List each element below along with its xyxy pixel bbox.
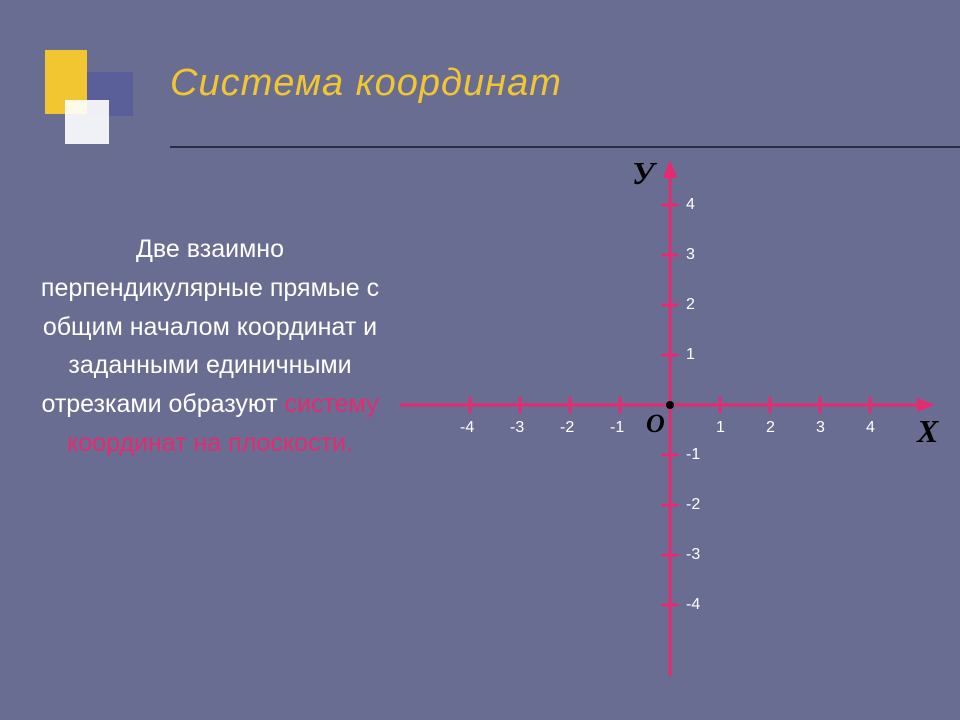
x-tick-label: 3	[816, 419, 825, 437]
title-underline	[170, 146, 960, 148]
y-tick-label: 2	[686, 296, 695, 314]
y-tick-label: -3	[686, 546, 700, 564]
x-axis-label: Х	[917, 413, 938, 450]
y-tick-label: -2	[686, 496, 700, 514]
x-tick-label: -2	[560, 419, 574, 437]
x-tick-label: -3	[510, 419, 524, 437]
page-title: Система координат	[170, 62, 562, 105]
y-tick-label: -1	[686, 446, 700, 464]
y-tick-label: 3	[686, 246, 695, 264]
x-tick-label: 4	[866, 419, 875, 437]
y-tick-label: 4	[686, 196, 695, 214]
coordinate-system-chart: У Х О -4-3-2-112344321-1-2-3-4	[400, 160, 950, 690]
decor-square	[65, 100, 109, 144]
origin-label: О	[646, 409, 665, 439]
x-tick-label: 1	[716, 419, 725, 437]
x-tick-label: -1	[610, 419, 624, 437]
y-tick-label: -4	[686, 596, 700, 614]
description-text: Две взаимно перпендикулярные прямые с об…	[30, 230, 390, 463]
y-tick-label: 1	[686, 346, 695, 364]
y-axis-label: У	[632, 155, 654, 192]
x-tick-label: 2	[766, 419, 775, 437]
x-tick-label: -4	[460, 419, 474, 437]
